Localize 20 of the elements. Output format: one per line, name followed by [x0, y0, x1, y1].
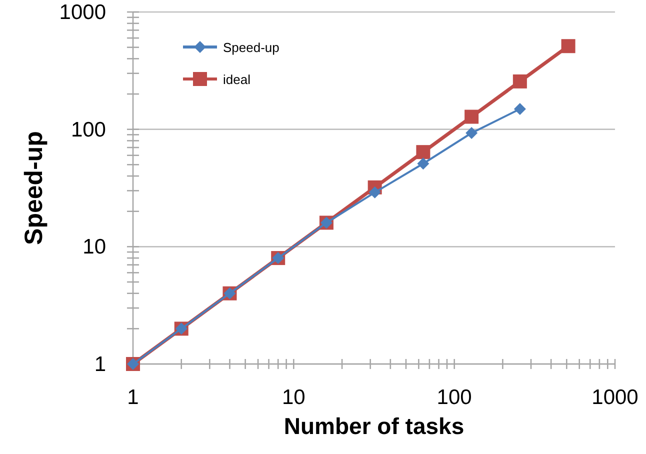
- point: [417, 158, 430, 170]
- x-tick-label: 100: [436, 386, 472, 409]
- x-tick-label: 10: [282, 386, 306, 409]
- legend-label: Speed-up: [223, 40, 280, 55]
- x-tick-label: 1: [127, 386, 139, 409]
- point: [561, 39, 576, 54]
- point: [514, 103, 526, 116]
- point: [464, 110, 479, 124]
- y-tick-label: 10: [82, 236, 106, 259]
- legend-label: ideal: [223, 72, 251, 87]
- x-tick-label: 1000: [592, 386, 638, 409]
- y-tick-label: 1000: [59, 1, 106, 24]
- point: [512, 74, 527, 88]
- y-axis-title: Speed-up: [20, 131, 48, 245]
- y-tick-label: 1: [94, 353, 106, 376]
- point: [416, 145, 430, 160]
- point: [368, 186, 381, 198]
- x-axis-title: Number of tasks: [284, 413, 464, 439]
- point: [466, 127, 478, 140]
- y-tick-label: 100: [70, 118, 106, 142]
